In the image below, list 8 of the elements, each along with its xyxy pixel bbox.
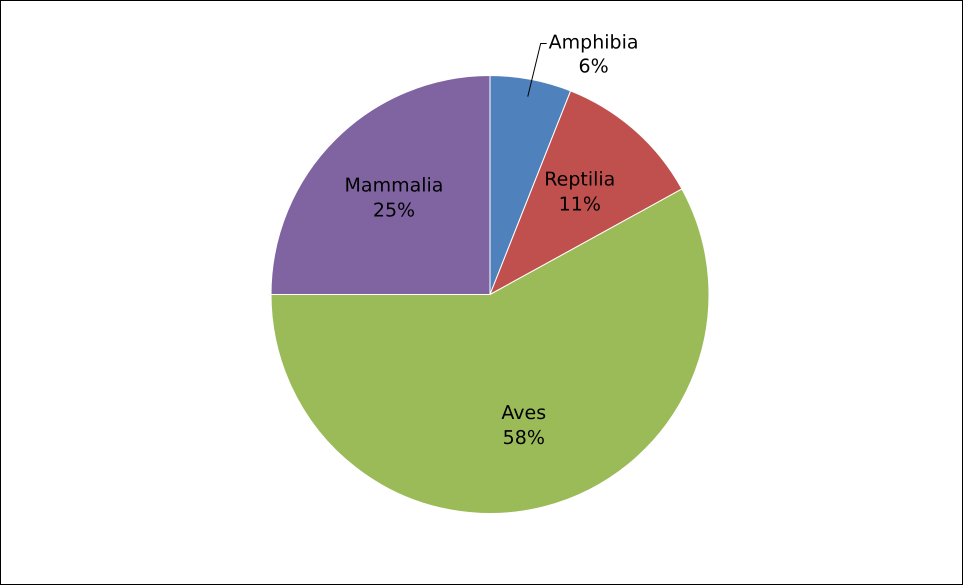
data-label: 25% (372, 199, 416, 222)
data-label: 6% (578, 55, 609, 78)
slice-label: Aves (501, 402, 546, 424)
data-label: 58% (502, 426, 545, 449)
slice-label: Amphibia (548, 31, 639, 54)
slice-label: Mammalia (344, 174, 444, 196)
slice-label: Reptilia (544, 168, 616, 191)
data-label: 11% (558, 194, 601, 216)
